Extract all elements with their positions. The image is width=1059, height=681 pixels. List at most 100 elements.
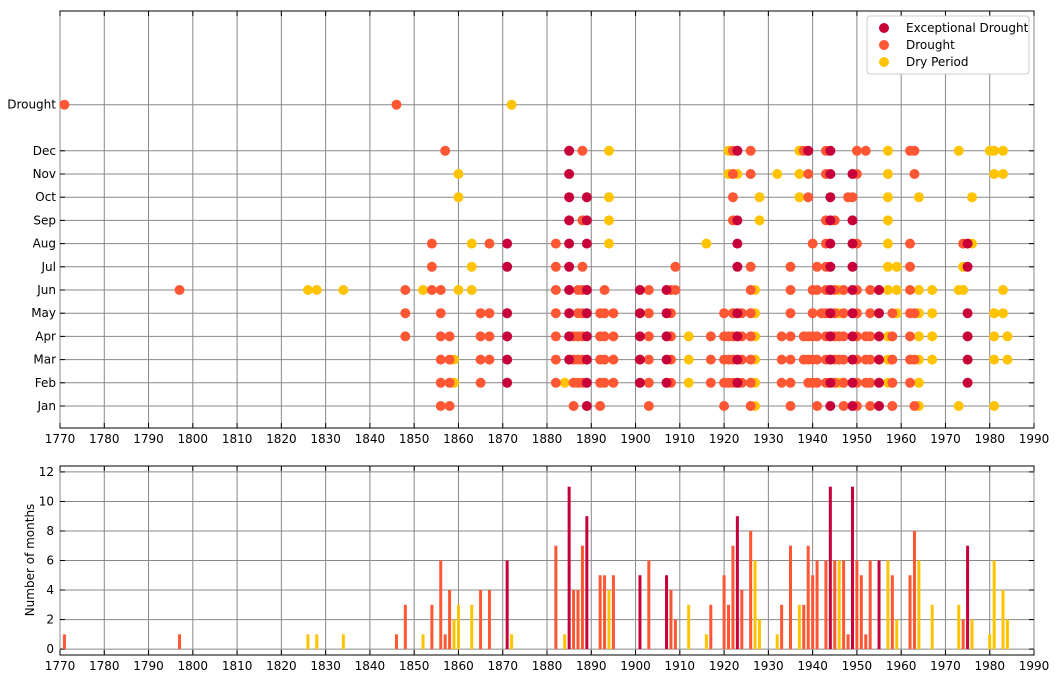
point-exceptional-drought-may-1923: [732, 308, 743, 319]
point-exceptional-drought-apr-1975: [962, 331, 973, 342]
point-drought-jul-1854: [426, 261, 437, 272]
bar-drought-1882: [554, 545, 558, 650]
point-drought-mar-1963: [909, 354, 920, 365]
legend-marker-exceptional-drought: [879, 23, 889, 33]
scatter-xtick-label-1880: 1880: [532, 432, 563, 446]
scatter-xtick-label-1810: 1810: [222, 432, 253, 446]
point-dry-period-may-1981: [989, 308, 1000, 319]
point-drought-may-1848: [400, 308, 411, 319]
bar-xtick-label-1890: 1890: [576, 659, 607, 673]
point-drought-mar-1926: [745, 354, 756, 365]
point-dry-period-apr-1912: [683, 331, 694, 342]
scatter-xtick-label-1830: 1830: [310, 432, 341, 446]
point-drought-jun-1926: [745, 285, 756, 295]
point-dry-period-feb-1912: [683, 377, 694, 388]
point-dry-period-apr-1964: [913, 331, 924, 342]
point-drought-feb-1858: [444, 377, 455, 388]
bar-xtick-label-1880: 1880: [532, 659, 563, 673]
bar-drought-1888: [580, 545, 584, 650]
point-drought-mar-1917: [705, 354, 716, 365]
point-drought-aug-1854: [426, 238, 437, 249]
point-drought-apr-1958: [887, 331, 898, 342]
bar-drought-1939: [806, 545, 810, 650]
point-exceptional-drought-jul-1975: [962, 261, 973, 272]
point-drought-apr-1917: [705, 331, 716, 342]
point-exceptional-drought-oct-1889: [581, 192, 592, 203]
point-exceptional-drought-oct-1885: [564, 192, 575, 203]
bar-drought-1941: [815, 560, 819, 650]
bar-drought-1963: [912, 530, 916, 650]
point-dry-period-oct-1964: [913, 192, 924, 203]
scatter-ytick-label-oct: Oct: [35, 190, 56, 204]
bar-xtick-label-1970: 1970: [930, 659, 961, 673]
bar-dry-period-1884: [563, 634, 567, 650]
bar-drought-1856: [439, 560, 443, 650]
point-dry-period-oct-1976: [967, 192, 978, 203]
scatter-xtick-label-1960: 1960: [886, 432, 917, 446]
bar-drought-1940: [811, 575, 815, 650]
point-drought-mar-1935: [785, 354, 796, 365]
point-drought-jan-1903: [643, 401, 654, 411]
point-exceptional-drought-jan-1949: [847, 401, 858, 411]
bar-xtick-label-1900: 1900: [620, 659, 651, 673]
legend-label-dry-period: Dry Period: [906, 55, 969, 69]
scatter-ytick-label-aug: Aug: [33, 237, 56, 251]
bar-ytick-label-6: 6: [46, 554, 54, 568]
legend-marker-dry-period: [879, 57, 889, 67]
point-exceptional-drought-apr-1901: [634, 331, 645, 342]
bar-dry-period-1967: [930, 604, 934, 650]
bar-drought-1950: [855, 560, 859, 650]
point-exceptional-drought-jan-1944: [825, 401, 836, 411]
bar-drought-1857: [443, 634, 447, 650]
bar-drought-1887: [576, 590, 580, 650]
point-drought-apr-1848: [400, 331, 411, 342]
point-dry-period-nov-1860: [453, 169, 464, 179]
point-exceptional-drought-sep-1944: [825, 215, 836, 226]
point-drought-may-1893: [599, 308, 610, 319]
bar-dry-period-1983: [1001, 590, 1005, 650]
point-dry-period-aug-1957: [882, 238, 893, 249]
bar-dry-period-1826: [306, 634, 310, 650]
point-exceptional-drought-nov-1944: [825, 169, 836, 179]
point-drought-mar-1903: [643, 354, 654, 365]
point-dry-period-oct-1894: [603, 192, 614, 203]
point-drought-jun-1947: [838, 285, 849, 295]
bar-xtick-label-1830: 1830: [310, 659, 341, 673]
bar-exceptional-drought-1975: [966, 545, 970, 650]
scatter-xtick-label-1910: 1910: [665, 432, 696, 446]
point-drought-oct-1922: [727, 192, 738, 203]
bar-dry-period-1860: [456, 604, 460, 650]
point-dry-period-aug-1863: [466, 238, 477, 249]
bar-xtick-label-1920: 1920: [709, 659, 740, 673]
point-exceptional-drought-aug-1885: [564, 238, 575, 249]
point-drought-mar-1958: [887, 354, 898, 365]
bar-xtick-label-1940: 1940: [797, 659, 828, 673]
point-dry-period-oct-1937: [794, 192, 805, 203]
point-exceptional-drought-mar-1907: [661, 354, 672, 365]
scatter-ytick-label-drought: Drought: [7, 98, 56, 112]
bar-drought-1933: [780, 604, 784, 650]
bar-xtick-label-1780: 1780: [89, 659, 120, 673]
scatter-xtick-label-1970: 1970: [930, 432, 961, 446]
bar-xtick-label-1910: 1910: [665, 659, 696, 673]
point-drought-feb-1933: [776, 377, 787, 388]
point-drought-mar-1953: [865, 354, 876, 365]
point-drought-jun-1893: [599, 285, 610, 295]
point-exceptional-drought-feb-1889: [581, 377, 592, 388]
point-dry-period-jun-1860: [453, 285, 464, 295]
point-exceptional-drought-may-1944: [825, 308, 836, 319]
point-drought-jun-1941: [812, 285, 823, 295]
point-drought-apr-1935: [785, 331, 796, 342]
bar-dry-period-1964: [917, 560, 921, 650]
bar-drought-1926: [749, 530, 753, 650]
point-exceptional-drought-jun-1907: [661, 285, 672, 295]
bar-xtick-label-1850: 1850: [399, 659, 430, 673]
point-dry-period-nov-1957: [882, 169, 893, 179]
point-exceptional-drought-jun-1955: [874, 285, 885, 295]
bar-drought-1952: [864, 634, 868, 650]
scatter-xtick-label-1870: 1870: [487, 432, 518, 446]
bar-dry-period-1946: [837, 560, 841, 650]
point-dry-period-sep-1957: [882, 215, 893, 226]
point-exceptional-drought-dec-1885: [564, 145, 575, 156]
scatter-xtick-label-1940: 1940: [797, 432, 828, 446]
